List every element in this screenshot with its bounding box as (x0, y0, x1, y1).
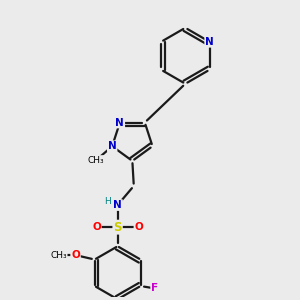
Text: O: O (71, 250, 80, 260)
Text: O: O (92, 222, 101, 232)
Text: H: H (104, 197, 111, 206)
Text: O: O (134, 222, 143, 232)
Text: S: S (113, 220, 122, 234)
Text: N: N (116, 118, 124, 128)
Text: CH₃: CH₃ (50, 250, 67, 260)
Text: CH₃: CH₃ (88, 156, 104, 165)
Text: F: F (151, 284, 158, 293)
Text: N: N (108, 141, 116, 151)
Text: N: N (205, 37, 214, 47)
Text: N: N (113, 200, 122, 210)
